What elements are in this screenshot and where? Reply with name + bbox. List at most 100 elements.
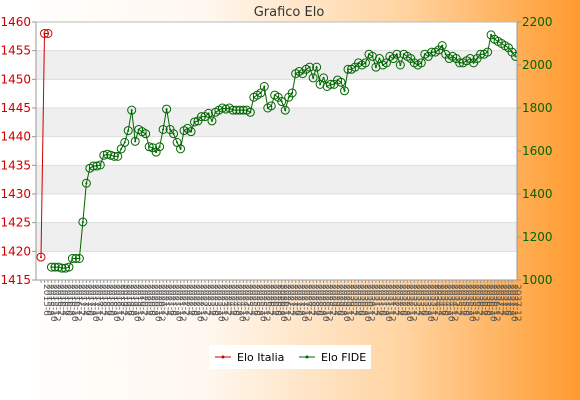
elo-fide-point-dot bbox=[116, 155, 119, 158]
elo-fide-point bbox=[144, 142, 154, 152]
elo-fide-legend-marker bbox=[305, 355, 309, 359]
x-tick-label: 2015-8 bbox=[44, 284, 54, 316]
elo-fide-point bbox=[120, 137, 130, 147]
x-tick-label: 2029-10 bbox=[341, 284, 351, 322]
x-tick-label: 2017-6 bbox=[83, 284, 93, 316]
x-tick-label: 2019-10 bbox=[132, 284, 142, 322]
x-tick-label: 2031-12 bbox=[386, 284, 396, 322]
elo-fide-point-dot bbox=[486, 51, 489, 54]
right-tick-label: 1600 bbox=[522, 144, 553, 158]
x-tick-label: 2027-8 bbox=[296, 284, 306, 316]
elo-fide-point-dot bbox=[130, 109, 133, 112]
grid-band bbox=[36, 108, 517, 137]
elo-fide-point bbox=[245, 107, 255, 117]
x-tick-label: 2037-12 bbox=[512, 284, 522, 322]
elo-fide-point-dot bbox=[455, 57, 458, 60]
x-tick-label: 2026-8 bbox=[275, 284, 285, 316]
x-tick-label: 2023-8 bbox=[212, 284, 222, 316]
elo-fide-point-dot bbox=[197, 119, 199, 122]
x-tick-label: 2023-10 bbox=[215, 284, 225, 322]
elo-fide-point-dot bbox=[319, 83, 322, 86]
elo-fide-point-dot bbox=[155, 151, 158, 154]
elo-fide-point bbox=[158, 125, 168, 134]
x-tick-label: 2031-4 bbox=[372, 284, 382, 316]
x-tick-label: 2019-12 bbox=[135, 284, 145, 322]
elo-fide-point-dot bbox=[78, 257, 81, 260]
elo-fide-point-dot bbox=[67, 266, 70, 269]
x-tick-label: 2020-12 bbox=[156, 284, 166, 322]
elo-fide-point-dot bbox=[291, 91, 294, 94]
elo-fide-point-dot bbox=[507, 46, 510, 49]
elo-fide-point-dot bbox=[340, 81, 343, 84]
elo-fide-point-dot bbox=[158, 145, 161, 148]
x-tick-label: 2022-10 bbox=[195, 284, 205, 322]
left-tick-label: 1415 bbox=[0, 273, 31, 287]
elo-fide-point-dot bbox=[280, 100, 283, 103]
elo-italia-point bbox=[36, 252, 46, 262]
x-tick-label: 2021-8 bbox=[170, 284, 180, 316]
elo-fide-legend-label: Elo FIDE bbox=[321, 351, 366, 364]
x-tick-label: 2029-2 bbox=[327, 284, 337, 316]
elo-fide-point-dot bbox=[81, 220, 84, 223]
legend-box bbox=[209, 345, 371, 369]
x-tick-label: 2016-6 bbox=[62, 284, 72, 316]
elo-fide-point bbox=[190, 117, 200, 127]
elo-fide-point bbox=[277, 97, 287, 107]
elo-italia-legend-label: Elo Italia bbox=[237, 351, 284, 364]
x-tick-label: 2016-10 bbox=[69, 284, 79, 322]
x-tick-label: 2025-4 bbox=[247, 284, 257, 316]
elo-fide-point bbox=[81, 178, 91, 188]
elo-fide-point-dot bbox=[210, 119, 213, 122]
left-tick-label: 1430 bbox=[0, 187, 31, 201]
x-tick-label: 2024-4 bbox=[226, 284, 236, 316]
x-tick-label: 2029-6 bbox=[334, 284, 344, 316]
x-tick-label: 2018-2 bbox=[97, 284, 107, 316]
elo-fide-point bbox=[78, 217, 88, 227]
elo-fide-point bbox=[53, 262, 63, 272]
elo-fide-point bbox=[130, 136, 140, 146]
x-tick-label: 2018-10 bbox=[111, 284, 121, 322]
x-tick-label: 2021-10 bbox=[174, 284, 184, 322]
x-tick-label: 2035-8 bbox=[463, 284, 473, 316]
x-tick-label: 2016-8 bbox=[65, 284, 75, 316]
x-tick-label: 2030-4 bbox=[352, 284, 362, 316]
elo-fide-point-dot bbox=[85, 182, 88, 185]
elo-fide-point-dot bbox=[490, 33, 493, 36]
x-tick-label: 2036-6 bbox=[481, 284, 491, 316]
elo-fide-point-dot bbox=[420, 61, 423, 64]
x-tick-label: 2034-2 bbox=[432, 284, 442, 316]
elo-fide-point-dot bbox=[287, 96, 290, 99]
elo-fide-point-dot bbox=[123, 141, 126, 144]
x-tick-label: 2028-4 bbox=[310, 284, 320, 316]
x-tick-label: 2024-8 bbox=[233, 284, 243, 316]
elo-fide-point bbox=[371, 62, 381, 72]
x-tick-label: 2034-6 bbox=[439, 284, 449, 316]
x-tick-label: 2032-12 bbox=[407, 284, 417, 322]
x-tick-label: 2037-8 bbox=[505, 284, 515, 316]
x-tick-label: 2031-8 bbox=[379, 284, 389, 316]
x-tick-label: 2032-2 bbox=[390, 284, 400, 316]
x-tick-label: 2034-10 bbox=[446, 284, 456, 322]
elo-fide-point bbox=[127, 105, 137, 115]
right-tick-label: 2000 bbox=[522, 58, 553, 72]
x-tick-label: 2032-10 bbox=[404, 284, 414, 322]
x-tick-label: 2036-12 bbox=[491, 284, 501, 322]
elo-fide-point bbox=[186, 127, 196, 137]
elo-fide-point-dot bbox=[120, 147, 123, 150]
elo-fide-point-dot bbox=[399, 64, 402, 66]
right-tick-label: 1800 bbox=[522, 101, 553, 115]
elo-fide-point-dot bbox=[207, 112, 210, 115]
elo-fide-point bbox=[221, 104, 231, 114]
x-tick-label: 2026-10 bbox=[278, 284, 288, 322]
x-tick-label: 2016-2 bbox=[55, 284, 65, 316]
elo-fide-point-dot bbox=[476, 57, 479, 60]
x-tick-label: 2015-12 bbox=[51, 284, 61, 322]
x-tick-label: 2031-10 bbox=[383, 284, 393, 322]
left-tick-label: 1440 bbox=[0, 130, 31, 144]
x-tick-label: 2037-6 bbox=[502, 284, 512, 316]
x-tick-label: 2032-4 bbox=[393, 284, 403, 316]
x-tick-label: 2027-2 bbox=[285, 284, 295, 316]
x-tick-label: 2017-2 bbox=[76, 284, 86, 316]
elo-fide-point bbox=[259, 82, 269, 91]
